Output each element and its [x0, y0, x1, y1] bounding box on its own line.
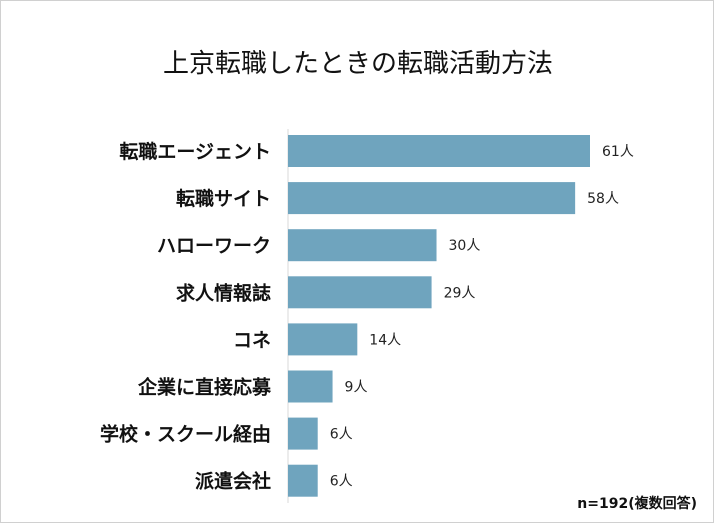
data-label: 61人	[602, 144, 634, 160]
data-label: 30人	[449, 238, 481, 254]
bar	[288, 464, 318, 497]
category-label: ハローワーク	[157, 235, 271, 257]
sample-size-note: n=192(複数回答)	[577, 495, 697, 512]
bar	[288, 135, 590, 167]
data-label: 29人	[444, 285, 476, 301]
category-label: コネ	[233, 329, 271, 351]
chart-title: 上京転職したときの転職活動方法	[163, 49, 553, 79]
bar	[288, 276, 432, 309]
bar	[288, 229, 437, 262]
data-label: 9人	[345, 380, 368, 396]
bar	[288, 417, 318, 450]
data-label: 6人	[330, 474, 353, 490]
category-label: 転職エージェント	[119, 140, 271, 163]
category-label: 企業に直接応募	[137, 376, 272, 399]
category-label: 転職サイト	[176, 187, 271, 210]
bar	[288, 370, 333, 403]
bar	[288, 182, 576, 215]
category-label: 求人情報誌	[176, 281, 271, 304]
data-label: 58人	[587, 191, 619, 207]
data-label: 14人	[369, 332, 401, 348]
bar	[288, 323, 358, 356]
category-label: 学校・スクール経由	[100, 423, 271, 446]
data-label: 6人	[330, 427, 353, 443]
category-label: 派遣会社	[195, 470, 271, 493]
